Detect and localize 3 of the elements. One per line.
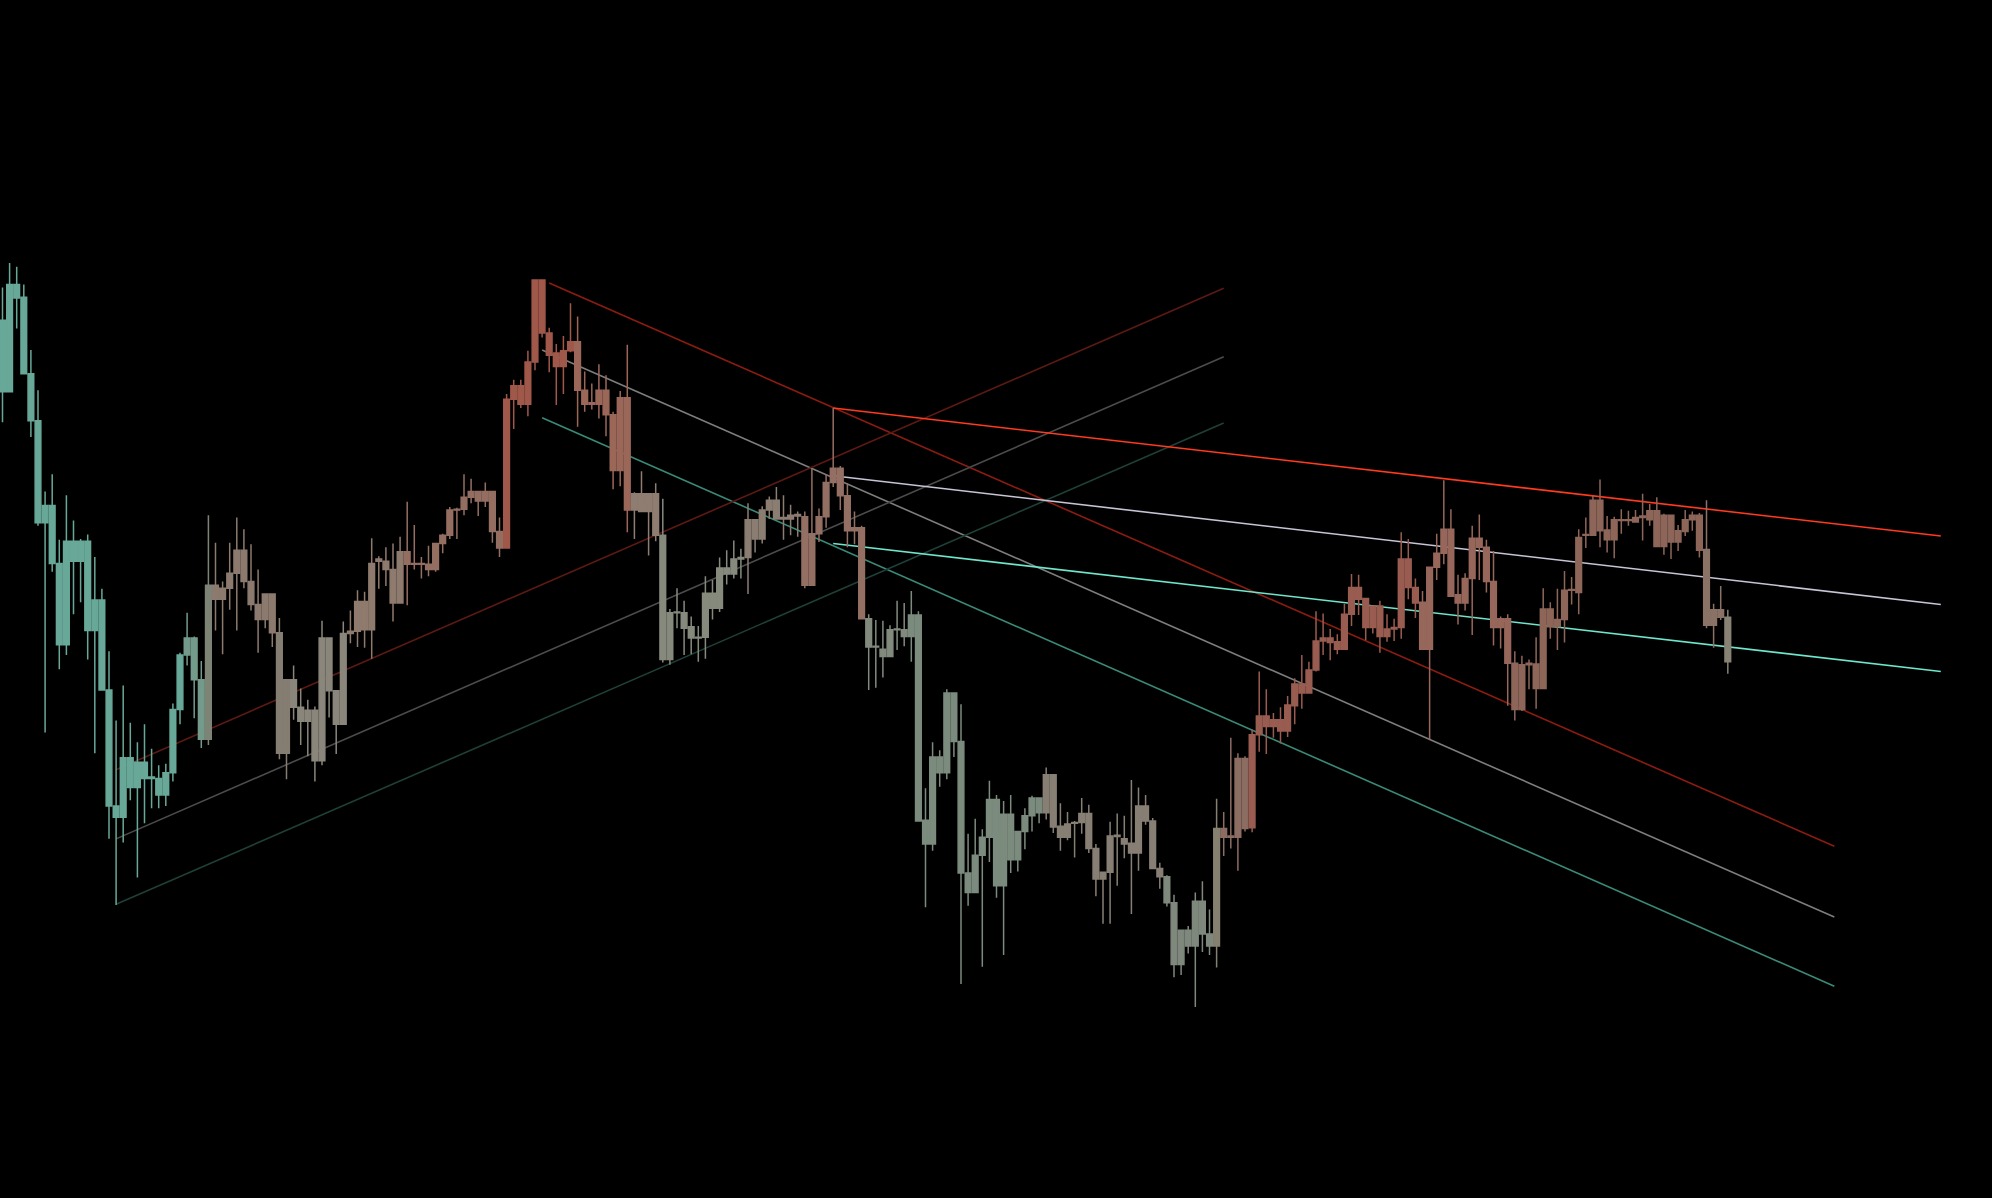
candlestick	[1213, 797, 1221, 969]
candlestick	[204, 514, 212, 746]
candlestick	[1724, 608, 1732, 675]
